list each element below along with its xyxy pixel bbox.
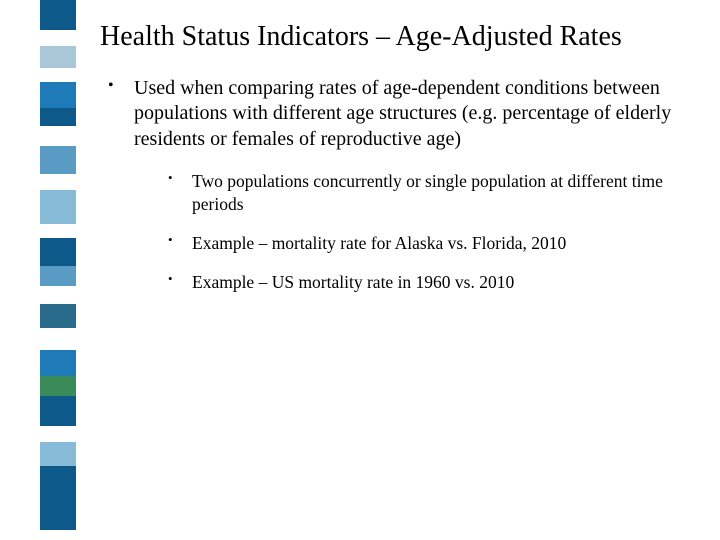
- sidebar-block: [40, 30, 76, 46]
- bullet-text: Used when comparing rates of age-depende…: [134, 77, 671, 150]
- sidebar-block: [40, 224, 76, 238]
- sidebar-block: [40, 108, 76, 126]
- sidebar-block: [40, 238, 76, 266]
- list-item: Used when comparing rates of age-depende…: [100, 76, 690, 294]
- sidebar-block: [40, 126, 76, 146]
- decorative-sidebar: [40, 0, 76, 540]
- list-item: Two populations concurrently or single p…: [162, 170, 690, 216]
- sidebar-block: [40, 304, 76, 328]
- list-item: Example – mortality rate for Alaska vs. …: [162, 232, 690, 255]
- slide-title: Health Status Indicators – Age-Adjusted …: [100, 20, 690, 54]
- sidebar-block: [40, 442, 76, 466]
- slide: Health Status Indicators – Age-Adjusted …: [0, 0, 720, 540]
- sidebar-block: [40, 190, 76, 224]
- list-item: Example – US mortality rate in 1960 vs. …: [162, 271, 690, 294]
- sidebar-block: [40, 396, 76, 426]
- sidebar-block: [40, 376, 76, 396]
- bullet-list: Used when comparing rates of age-depende…: [100, 76, 690, 294]
- sidebar-block: [40, 328, 76, 350]
- bullet-text: Example – mortality rate for Alaska vs. …: [192, 233, 566, 253]
- sidebar-block: [40, 82, 76, 108]
- bullet-text: Example – US mortality rate in 1960 vs. …: [192, 272, 514, 292]
- sidebar-block: [40, 266, 76, 286]
- sidebar-block: [40, 286, 76, 304]
- sidebar-block: [40, 466, 76, 530]
- sidebar-block: [40, 68, 76, 82]
- sidebar-block: [40, 146, 76, 174]
- slide-content: Health Status Indicators – Age-Adjusted …: [100, 20, 690, 311]
- sidebar-block: [40, 174, 76, 190]
- sidebar-block: [40, 46, 76, 68]
- bullet-text: Two populations concurrently or single p…: [192, 171, 663, 214]
- sub-bullet-list: Two populations concurrently or single p…: [162, 170, 690, 293]
- sidebar-block: [40, 0, 76, 30]
- sidebar-block: [40, 350, 76, 376]
- sidebar-block: [40, 426, 76, 442]
